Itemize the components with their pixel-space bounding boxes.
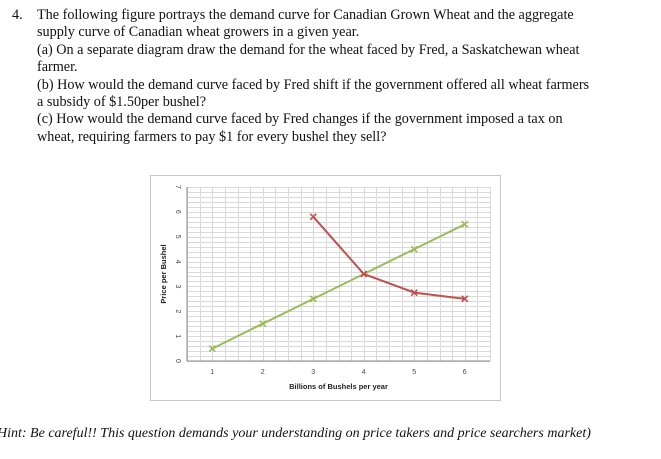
x-tick-label: 6: [463, 369, 467, 376]
chart-canvas: 0 1 2 3 4 5 6 7 1 2 3 4 5 6 Billions of Bushels per ye…: [150, 175, 501, 401]
y-tick-label: 5: [174, 235, 181, 239]
y-axis-title: Price per Bushel: [159, 244, 168, 303]
question-number: 4.: [12, 7, 23, 23]
x-tick-label: 2: [261, 369, 265, 376]
x-tick-label: 1: [210, 369, 214, 376]
y-tick-label: 3: [174, 284, 181, 288]
question-line: farmer.: [37, 59, 78, 76]
question-line: (a) On a separate diagram draw the deman…: [37, 41, 580, 58]
supply-data-point: [259, 320, 267, 328]
hint-text: Hint: Be careful!! This question demands…: [0, 426, 591, 441]
x-tick-label: 4: [362, 369, 366, 376]
y-tick-label: 4: [174, 260, 181, 264]
supply-demand-chart: 0 1 2 3 4 5 6 7 1 2 3 4 5 6 Billions of Bushels per ye…: [150, 175, 501, 401]
question-line: supply curve of Canadian wheat growers i…: [37, 24, 360, 41]
supply-data-point: [208, 345, 216, 353]
supply-data-point: [461, 220, 469, 228]
demand-data-point: [360, 270, 368, 278]
demand-data-point: [309, 213, 317, 221]
y-tick-label: 2: [174, 309, 181, 313]
demand-data-point: [410, 289, 418, 297]
x-tick-label: 3: [311, 369, 315, 376]
question-line: (c) How would the demand curve faced by …: [37, 111, 563, 128]
y-tick-label: 0: [174, 359, 181, 363]
demand-data-point: [461, 295, 469, 303]
question-line: (b) How would the demand curve faced by …: [37, 76, 590, 93]
y-tick-label: 1: [174, 334, 181, 338]
chart-frame: [150, 175, 501, 401]
x-tick-label: 5: [412, 369, 416, 376]
supply-data-point: [309, 295, 317, 303]
question-text: The following figure portrays the demand…: [37, 7, 657, 146]
question-block: 4. The following figure portrays the dem…: [12, 7, 657, 146]
supply-data-point: [410, 245, 418, 253]
y-tick-label: 6: [174, 210, 181, 214]
demand-series-line: [312, 216, 465, 300]
question-line: The following figure portrays the demand…: [37, 7, 574, 23]
question-line: wheat, requiring farmers to pay $1 for e…: [37, 128, 387, 145]
y-tick-label: 7: [174, 185, 181, 189]
supply-series-line: [211, 223, 466, 350]
x-axis-title: Billions of Bushels per year: [289, 382, 388, 391]
question-line: a subsidy of $1.50per bushel?: [37, 94, 207, 111]
